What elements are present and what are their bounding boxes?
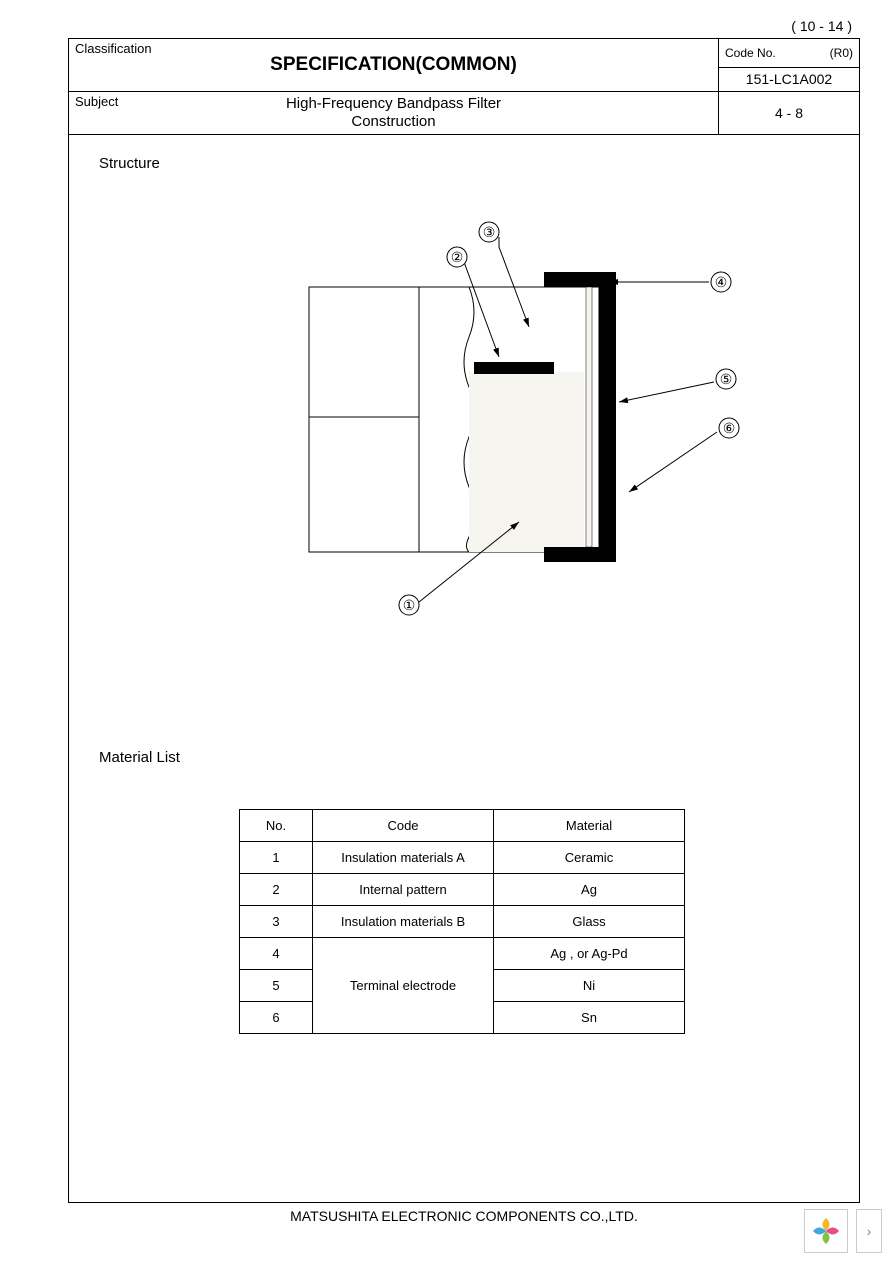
table-row: 2Internal patternAg <box>240 874 685 906</box>
table-row: 4Terminal electrodeAg , or Ag-Pd <box>240 938 685 970</box>
widget-logo-button[interactable] <box>804 1209 848 1253</box>
structure-diagram: ① ② ③ ④ ⑤ ⑥ <box>99 202 799 652</box>
header-row-1: Classification SPECIFICATION(COMMON) Cod… <box>69 39 859 92</box>
company-footer: MATSUSHITA ELECTRONIC COMPONENTS CO.,LTD… <box>69 1208 859 1224</box>
subject-cell: Subject High-Frequency Bandpass Filter C… <box>69 92 719 134</box>
cell-no: 4 <box>240 938 313 970</box>
cell-code: Internal pattern <box>313 874 494 906</box>
document-frame: Classification SPECIFICATION(COMMON) Cod… <box>68 38 860 1203</box>
content-area: Structure <box>69 135 859 672</box>
cell-material: Ni <box>494 970 685 1002</box>
callout-2: ② <box>451 249 464 265</box>
cell-no: 2 <box>240 874 313 906</box>
cell-material: Glass <box>494 906 685 938</box>
widget-expand-button[interactable]: › <box>856 1209 882 1253</box>
table-row: 1Insulation materials ACeramic <box>240 842 685 874</box>
cell-material: Ag <box>494 874 685 906</box>
revision: (R0) <box>830 46 853 60</box>
table-row: 3Insulation materials BGlass <box>240 906 685 938</box>
header-row-2: Subject High-Frequency Bandpass Filter C… <box>69 92 859 135</box>
floating-widget[interactable]: › <box>804 1209 882 1253</box>
cell-code: Insulation materials A <box>313 842 494 874</box>
callout-1: ① <box>403 597 416 613</box>
code-no-label: Code No. <box>725 46 776 60</box>
th-code: Code <box>313 810 494 842</box>
cell-material: Ag , or Ag-Pd <box>494 938 685 970</box>
cell-no: 5 <box>240 970 313 1002</box>
th-material: Material <box>494 810 685 842</box>
classification-cell: Classification SPECIFICATION(COMMON) <box>69 39 719 91</box>
structure-heading: Structure <box>99 155 829 172</box>
subject-text: High-Frequency Bandpass Filter Construct… <box>286 95 501 131</box>
code-no-row: Code No. (R0) <box>719 39 859 68</box>
material-table: No. Code Material 1Insulation materials … <box>239 809 685 1034</box>
material-list-heading: Material List <box>99 749 180 766</box>
cell-no: 3 <box>240 906 313 938</box>
th-no: No. <box>240 810 313 842</box>
subject-label: Subject <box>75 94 118 110</box>
cell-no: 6 <box>240 1002 313 1034</box>
page-of: 4 - 8 <box>719 92 859 134</box>
cell-material: Sn <box>494 1002 685 1034</box>
callout-5: ⑤ <box>720 371 733 387</box>
cell-code: Insulation materials B <box>313 906 494 938</box>
classification-label: Classification <box>75 41 152 56</box>
flower-icon <box>811 1216 841 1246</box>
callout-4: ④ <box>715 274 728 290</box>
code-box: Code No. (R0) 151-LC1A002 <box>719 39 859 91</box>
cell-code: Terminal electrode <box>313 938 494 1034</box>
table-header-row: No. Code Material <box>240 810 685 842</box>
callout-6: ⑥ <box>723 420 736 436</box>
page-indicator: ( 10 - 14 ) <box>791 18 852 34</box>
cell-material: Ceramic <box>494 842 685 874</box>
spec-title: SPECIFICATION(COMMON) <box>270 54 517 76</box>
callout-3: ③ <box>483 224 496 240</box>
code-no-value: 151-LC1A002 <box>719 68 859 92</box>
cell-no: 1 <box>240 842 313 874</box>
